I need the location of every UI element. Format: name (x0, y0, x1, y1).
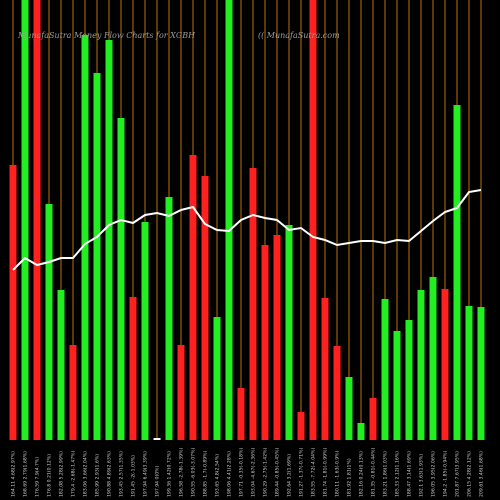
x-tick-label: 193.04 -4.67(-2.36%) (251, 448, 257, 497)
x-tick-label: 164.11 4.68(2.97%) (11, 451, 17, 497)
x-tick-label: 182.16 0.24(0.13%) (359, 451, 365, 497)
bar (213, 317, 221, 440)
x-tick-label: 197.94 6.49(3.39%) (143, 451, 149, 497)
bar (117, 118, 125, 440)
bar (285, 225, 293, 440)
x-tick-label: 188.85 -1.7(-0.89%) (203, 450, 209, 497)
bar (93, 73, 101, 440)
bar (129, 297, 137, 440)
x-tick-label: 194.2 -1.85(-0.94%) (443, 450, 449, 497)
x-tick-label: 197.71 -0.35(-0.18%) (239, 448, 245, 497)
x-tick-label: 190.88 4.89(2.63%) (107, 451, 113, 497)
bar (273, 235, 281, 440)
x-tick-label: 181.92 1.81(1%) (347, 458, 353, 497)
x-tick-label: 192.1 3.63(1.93%) (419, 454, 425, 497)
x-tick-label: 193.65 4.8(2.54%) (215, 454, 221, 497)
x-tick-label: 196.05 3.95(2.06%) (431, 451, 437, 497)
x-tick-label: 180.11 -1.63(-0.9%) (335, 450, 341, 497)
bar (357, 423, 365, 440)
bars (9, 0, 485, 440)
bar (321, 298, 329, 440)
bar (393, 331, 401, 440)
bar (333, 346, 341, 440)
x-tick-label: 181.35 -0.81(-0.44%) (371, 448, 377, 497)
x-tick-label: 198.06 4.41(2.28%) (227, 451, 233, 497)
bar (417, 290, 425, 440)
bar (261, 245, 269, 440)
bar (453, 105, 461, 440)
x-tick-label: 191.27 -1.37(-0.71%) (299, 448, 305, 497)
x-tick-label: 189.44 -0.85(-0.45%) (275, 448, 281, 497)
x-tick-label: 190.55 -6.03(-3.07%) (191, 448, 197, 497)
bar (45, 204, 53, 440)
x-tick-label: 185.33 2.12(1.16%) (395, 451, 401, 497)
bar (309, 0, 317, 440)
x-tick-label: 196.58 -2.78(-1.39%) (179, 448, 185, 497)
bar (21, 0, 29, 440)
x-tick-label: 168.69 2.79(1.68%) (23, 451, 29, 497)
x-tick-label: 191.45 -2(-1.03%) (131, 455, 137, 497)
x-tick-label: 192.64 3.2(1.69%) (287, 454, 293, 497)
x-tick-label: 179.4 -2.68(-1.47%) (71, 450, 77, 497)
x-tick-label: 183.21 1.86(1.03%) (383, 451, 389, 497)
bar (429, 277, 437, 440)
bar (237, 388, 245, 440)
x-labels: 164.11 4.68(2.97%) 168.69 2.79(1.68%) 176.… (11, 448, 485, 497)
x-tick-label: 209.61 3.46(1.68%) (479, 451, 485, 497)
bar (105, 40, 113, 440)
x-tick-label: 176.8 0.21(0.12%) (47, 454, 53, 497)
bar (369, 398, 377, 440)
x-tick-label: 190.29 -2.75(-1.42%) (263, 448, 269, 497)
line-layer (12, 189, 482, 271)
bar (9, 165, 17, 440)
bar (465, 306, 473, 440)
bar (441, 289, 449, 440)
x-tick-label: 193.45 2.57(1.35%) (119, 451, 125, 497)
bar (381, 299, 389, 440)
bar (477, 307, 485, 440)
bar (201, 176, 209, 440)
bar (141, 222, 149, 440)
x-tick-label: 206.15 4.28(2.12%) (467, 451, 473, 497)
bar (249, 168, 257, 440)
x-tick-label: 181.74 -1.81(-0.99%) (323, 448, 329, 497)
x-tick-label: 199.36 1.42(0.72%) (167, 451, 173, 497)
x-tick-label: 188.47 3.14(1.69%) (407, 451, 413, 497)
chart-title: MunafaSutra Money Flow Charts for XGBH (17, 31, 196, 40)
x-tick-label: 185.99 2.93(1.6%) (95, 454, 101, 497)
x-tick-label: 201.87 7.67(3.95%) (455, 451, 461, 497)
bar (153, 438, 161, 440)
x-tick-label: 176.59 7.9(4.7%) (35, 457, 41, 497)
x-tick-label: 197.94 0(0%) (155, 465, 161, 497)
bar (405, 320, 413, 440)
bar (165, 197, 173, 440)
bar (81, 35, 89, 440)
bar (189, 155, 197, 440)
bar (225, 0, 233, 440)
bar (297, 412, 305, 440)
bar (345, 377, 353, 440)
x-tick-label: 183.06 3.66(2.04%) (83, 451, 89, 497)
bar (57, 290, 65, 440)
money-flow-line (12, 189, 482, 271)
bar (177, 345, 185, 440)
x-tick-label: 182.08 5.28(2.99%) (59, 451, 65, 497)
bar (33, 0, 41, 440)
x-tick-label: 183.55 -7.72(-4.04%) (311, 448, 317, 497)
bar (69, 345, 77, 440)
chart-subtitle: (( MunafaSutra.com (258, 31, 340, 40)
